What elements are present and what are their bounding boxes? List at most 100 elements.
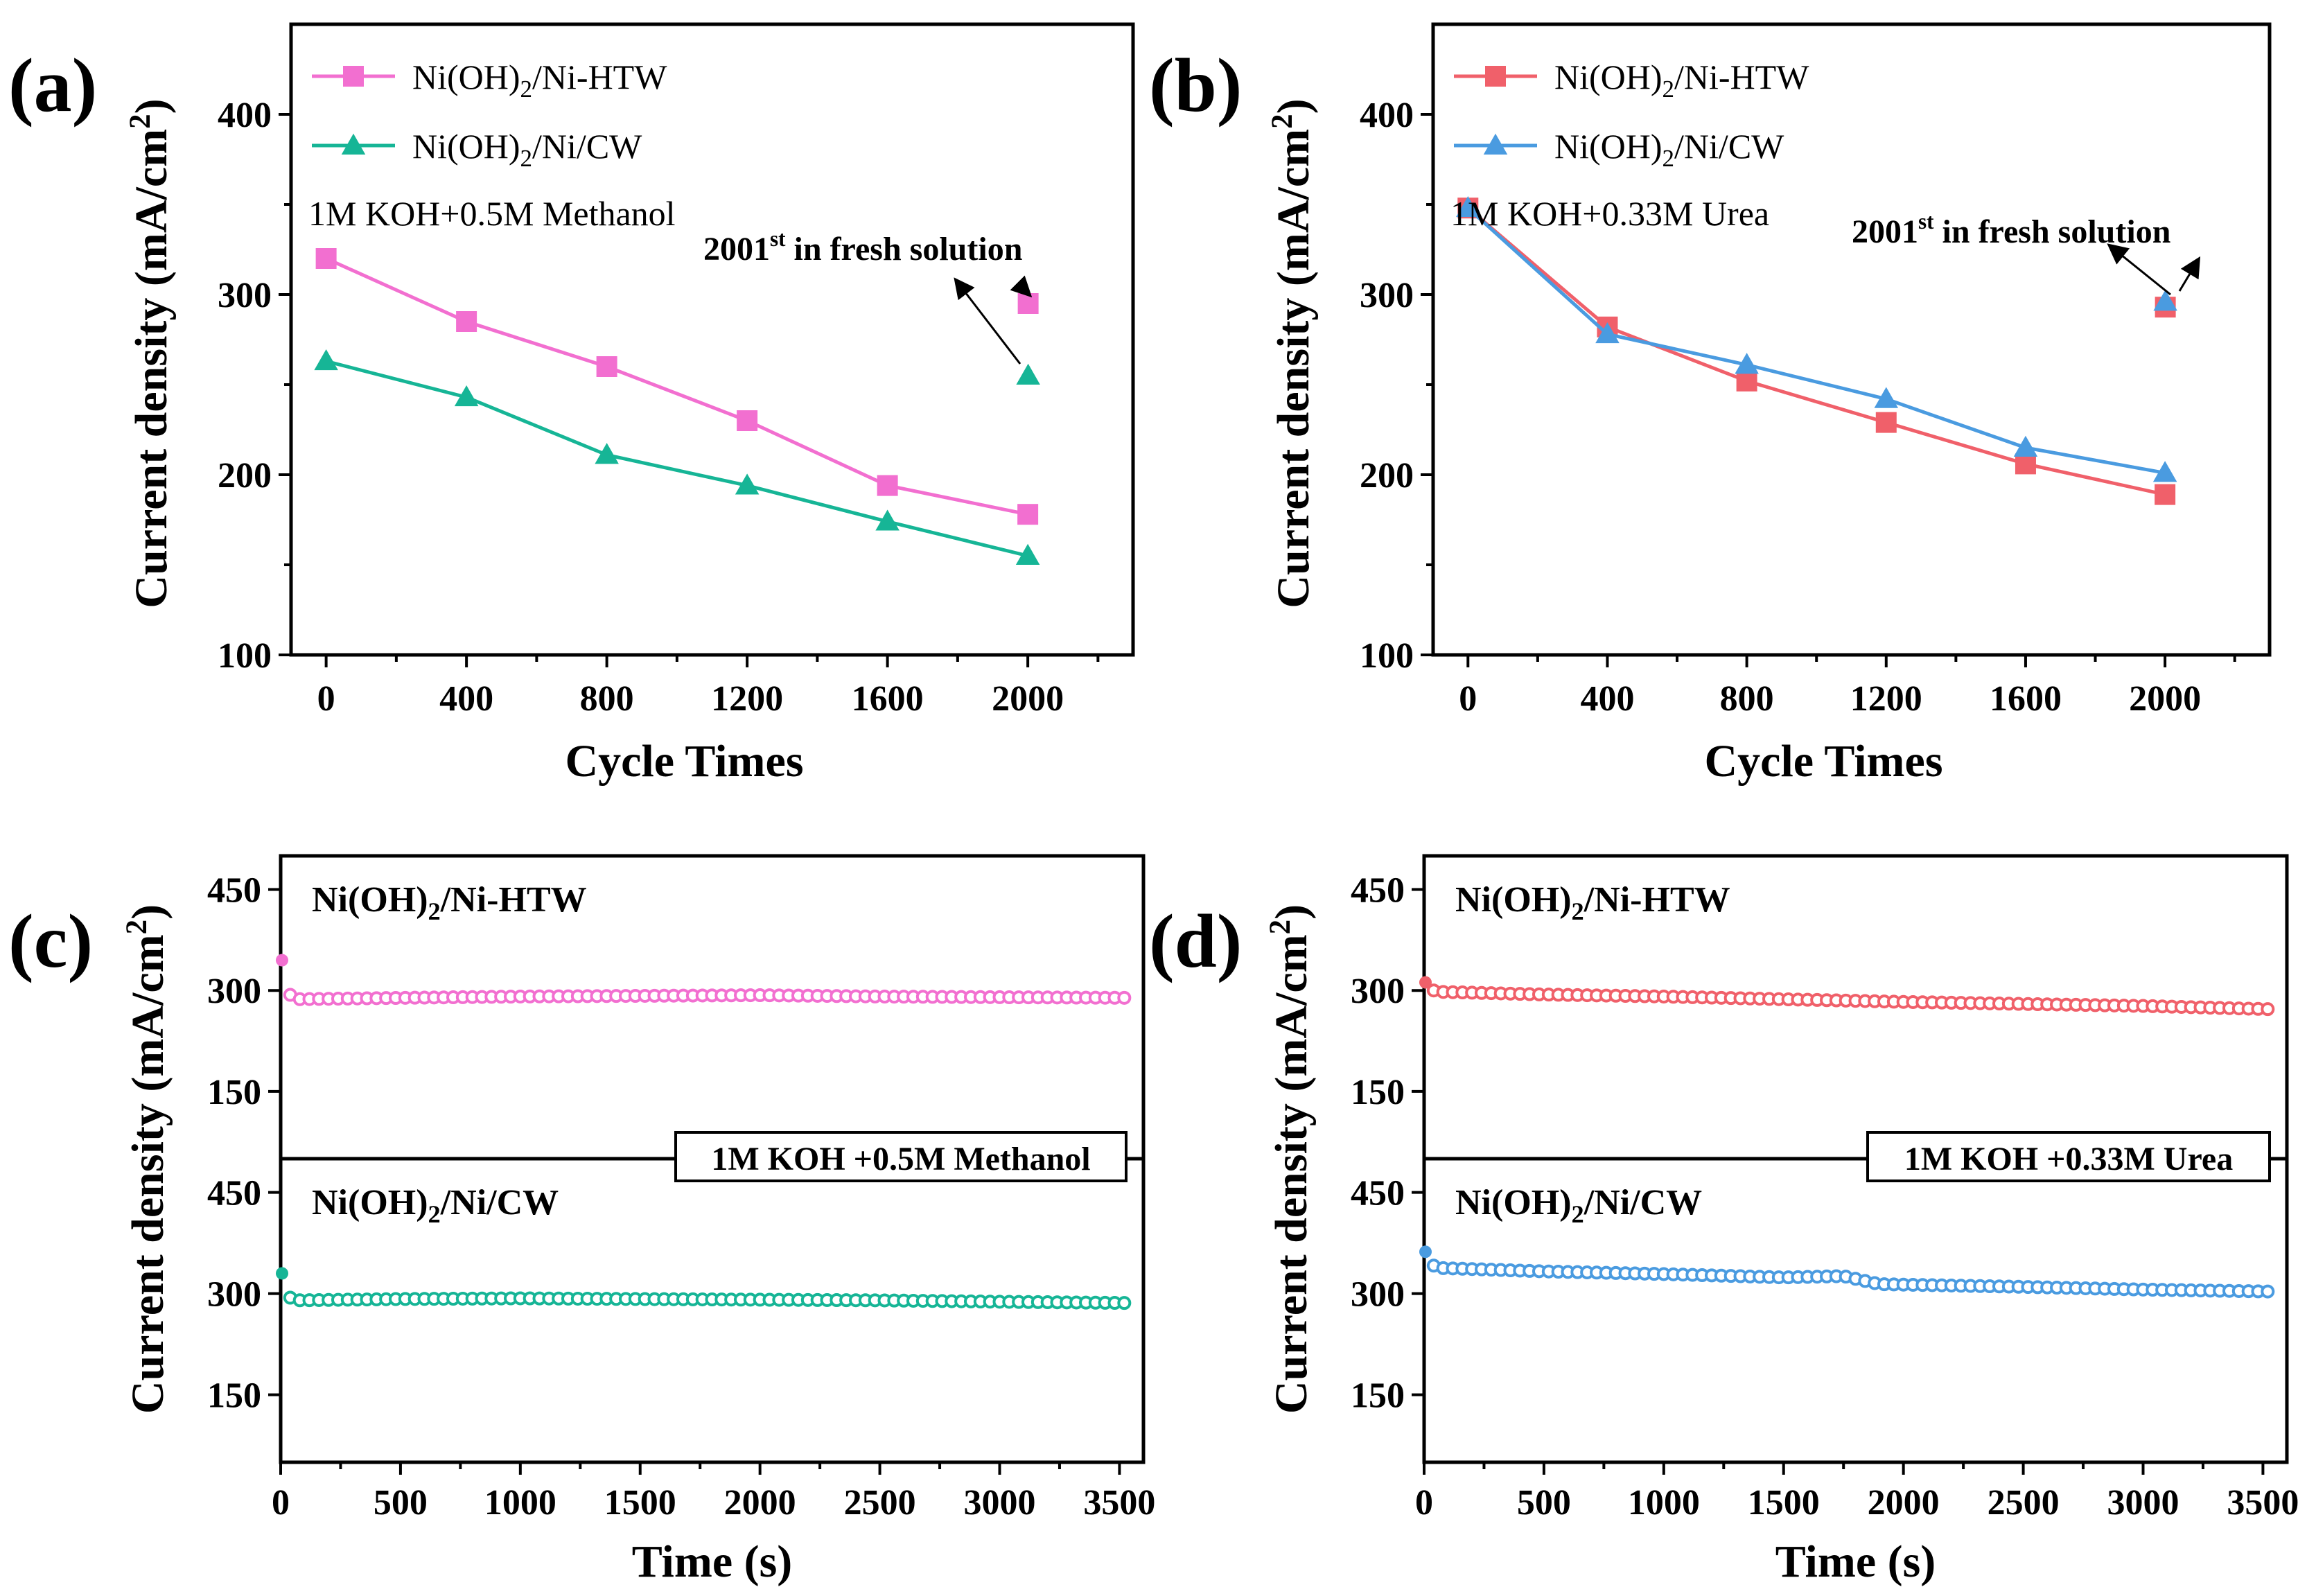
data-point	[2261, 1002, 2275, 1017]
svg-text:Current density (mA/cm2): Current density (mA/cm2)	[124, 98, 177, 608]
square-marker	[2155, 484, 2176, 505]
square-marker	[596, 356, 617, 377]
x-tick-label: 500	[1517, 1483, 1571, 1523]
square-marker	[1875, 412, 1897, 433]
y-tick-label: 200	[1360, 456, 1414, 496]
subplot-title: Ni(OH)2/Ni-HTW	[312, 880, 587, 925]
x-tick-label: 3000	[2107, 1483, 2179, 1523]
triangle-marker	[1735, 353, 1759, 374]
condition-box	[1866, 1131, 2271, 1182]
y-tick-label: 300	[1351, 972, 1405, 1011]
square-marker	[877, 475, 898, 496]
y-tick-label: 300	[207, 972, 261, 1011]
data-point	[276, 1267, 288, 1280]
square-marker	[456, 311, 477, 332]
panel-d: 0 500 1000 1500 2000 2500 3000 3500 Time (s) Curr…	[1149, 854, 2299, 1587]
panel-label: (d)	[1149, 899, 1242, 983]
square-marker	[1017, 504, 1039, 525]
condition-label: 1M KOH+0.5M Methanol	[308, 194, 676, 233]
svg-text:Current density (mA/cm2): Current density (mA/cm2)	[121, 904, 173, 1414]
x-tick-label: 1600	[852, 679, 924, 719]
y-tick-label: 100	[218, 636, 272, 676]
y-tick-label: 200	[218, 456, 272, 496]
triangle-marker	[1016, 363, 1040, 385]
x-tick-label: 1200	[711, 679, 783, 719]
triangle-marker	[2153, 290, 2177, 311]
x-tick-label: 400	[1580, 679, 1634, 719]
data-point	[2261, 1284, 2275, 1299]
y-axis-title: Current density (mA/cm2)	[1266, 98, 1319, 608]
triangle-marker	[1015, 543, 1040, 565]
x-tick-label: 2000	[2129, 679, 2201, 719]
x-tick-label: 800	[580, 679, 634, 719]
condition-label: 1M KOH+0.33M Urea	[1450, 194, 1769, 233]
x-tick-label: 1600	[1990, 679, 2062, 719]
subplot-title: Ni(OH)2/Ni-HTW	[1455, 880, 1730, 925]
x-axis-title: Cycle Times	[565, 736, 803, 787]
y-tick-label: 300	[207, 1275, 261, 1315]
x-tick-label: 2000	[1868, 1483, 1940, 1523]
panel-a: 0 400 800 1200 1600 2000 100 200 300 400 Cycle Tim…	[8, 22, 1135, 787]
x-tick-label: 3500	[1083, 1483, 1155, 1523]
triangle-marker	[735, 473, 760, 495]
square-marker	[2015, 453, 2036, 475]
square-marker	[1017, 293, 1039, 314]
x-tick-label: 0	[1415, 1483, 1433, 1523]
data-point	[1419, 1245, 1432, 1259]
y-tick-label: 300	[1351, 1275, 1405, 1315]
y-axis-title: Current density (mA/cm2)	[1264, 904, 1317, 1414]
triangle-marker	[1874, 387, 1899, 408]
annotation-arrow	[1010, 275, 1033, 298]
x-tick-label: 1200	[1850, 679, 1922, 719]
y-tick-label: 300	[218, 276, 272, 315]
plot-frame	[1431, 22, 2272, 657]
triangle-marker	[1456, 195, 1480, 218]
panel-label: (b)	[1149, 43, 1242, 128]
panel-label: (a)	[8, 43, 97, 128]
x-tick-label: 1500	[1748, 1483, 1820, 1523]
x-tick-label: 3000	[964, 1483, 1036, 1523]
x-tick-label: 0	[317, 679, 335, 719]
x-tick-label: 2500	[844, 1483, 916, 1523]
triangle-marker	[2013, 435, 2038, 457]
y-tick-label: 100	[1360, 636, 1414, 676]
panel-b: 0 400 800 1200 1600 2000 100 200 300 400 Cycle Tim…	[1149, 22, 2272, 787]
x-tick-label: 2000	[724, 1483, 796, 1523]
legend-entry: Ni(OH)2/Ni/CW	[412, 127, 642, 172]
triangle-marker	[2152, 461, 2177, 482]
subplot-title: Ni(OH)2/Ni/CW	[1455, 1183, 1702, 1228]
y-axis-title: Current density (mA/cm2)	[121, 904, 173, 1414]
legend-entry: Ni(OH)2/Ni-HTW	[1554, 58, 1809, 103]
legend-entry: Ni(OH)2/Ni/CW	[1554, 127, 1784, 172]
triangle-marker	[454, 385, 479, 407]
y-tick-label: 150	[207, 1376, 261, 1416]
data-point	[1117, 1296, 1132, 1310]
x-tick-label: 2500	[1988, 1483, 2060, 1523]
triangle-marker	[875, 509, 900, 531]
y-tick-label: 450	[1351, 871, 1405, 911]
y-tick-label: 450	[207, 871, 261, 911]
panel-c: 0 500 1000 1500 2000 2500 3000 3500 Time (s) Curr…	[8, 854, 1155, 1587]
square-marker	[343, 66, 364, 87]
x-axis-title: Cycle Times	[1704, 736, 1942, 787]
series-line	[325, 256, 1028, 516]
x-tick-label: 2000	[992, 679, 1064, 719]
series-line	[326, 359, 1028, 558]
svg-text:Current density (mA/cm2): Current density (mA/cm2)	[1266, 98, 1319, 608]
data-point	[1117, 990, 1132, 1005]
y-tick-label: 300	[1360, 276, 1414, 315]
square-marker	[1485, 66, 1506, 87]
triangle-marker	[314, 349, 338, 371]
legend-entry: Ni(OH)2/Ni-HTW	[412, 58, 667, 103]
y-tick-label: 150	[1351, 1073, 1405, 1112]
annotation-text: 2001st in fresh solution	[1852, 209, 2170, 250]
annotation-text: 2001st in fresh solution	[703, 227, 1022, 268]
triangle-marker	[1595, 322, 1620, 344]
condition-box-text: 1M KOH +0.33M Urea	[1904, 1141, 2233, 1177]
condition-box	[674, 1131, 1128, 1182]
y-tick-label: 400	[1360, 96, 1414, 135]
series-line	[1466, 207, 2166, 497]
series-line	[1466, 207, 2166, 475]
x-tick-label: 800	[1720, 679, 1774, 719]
